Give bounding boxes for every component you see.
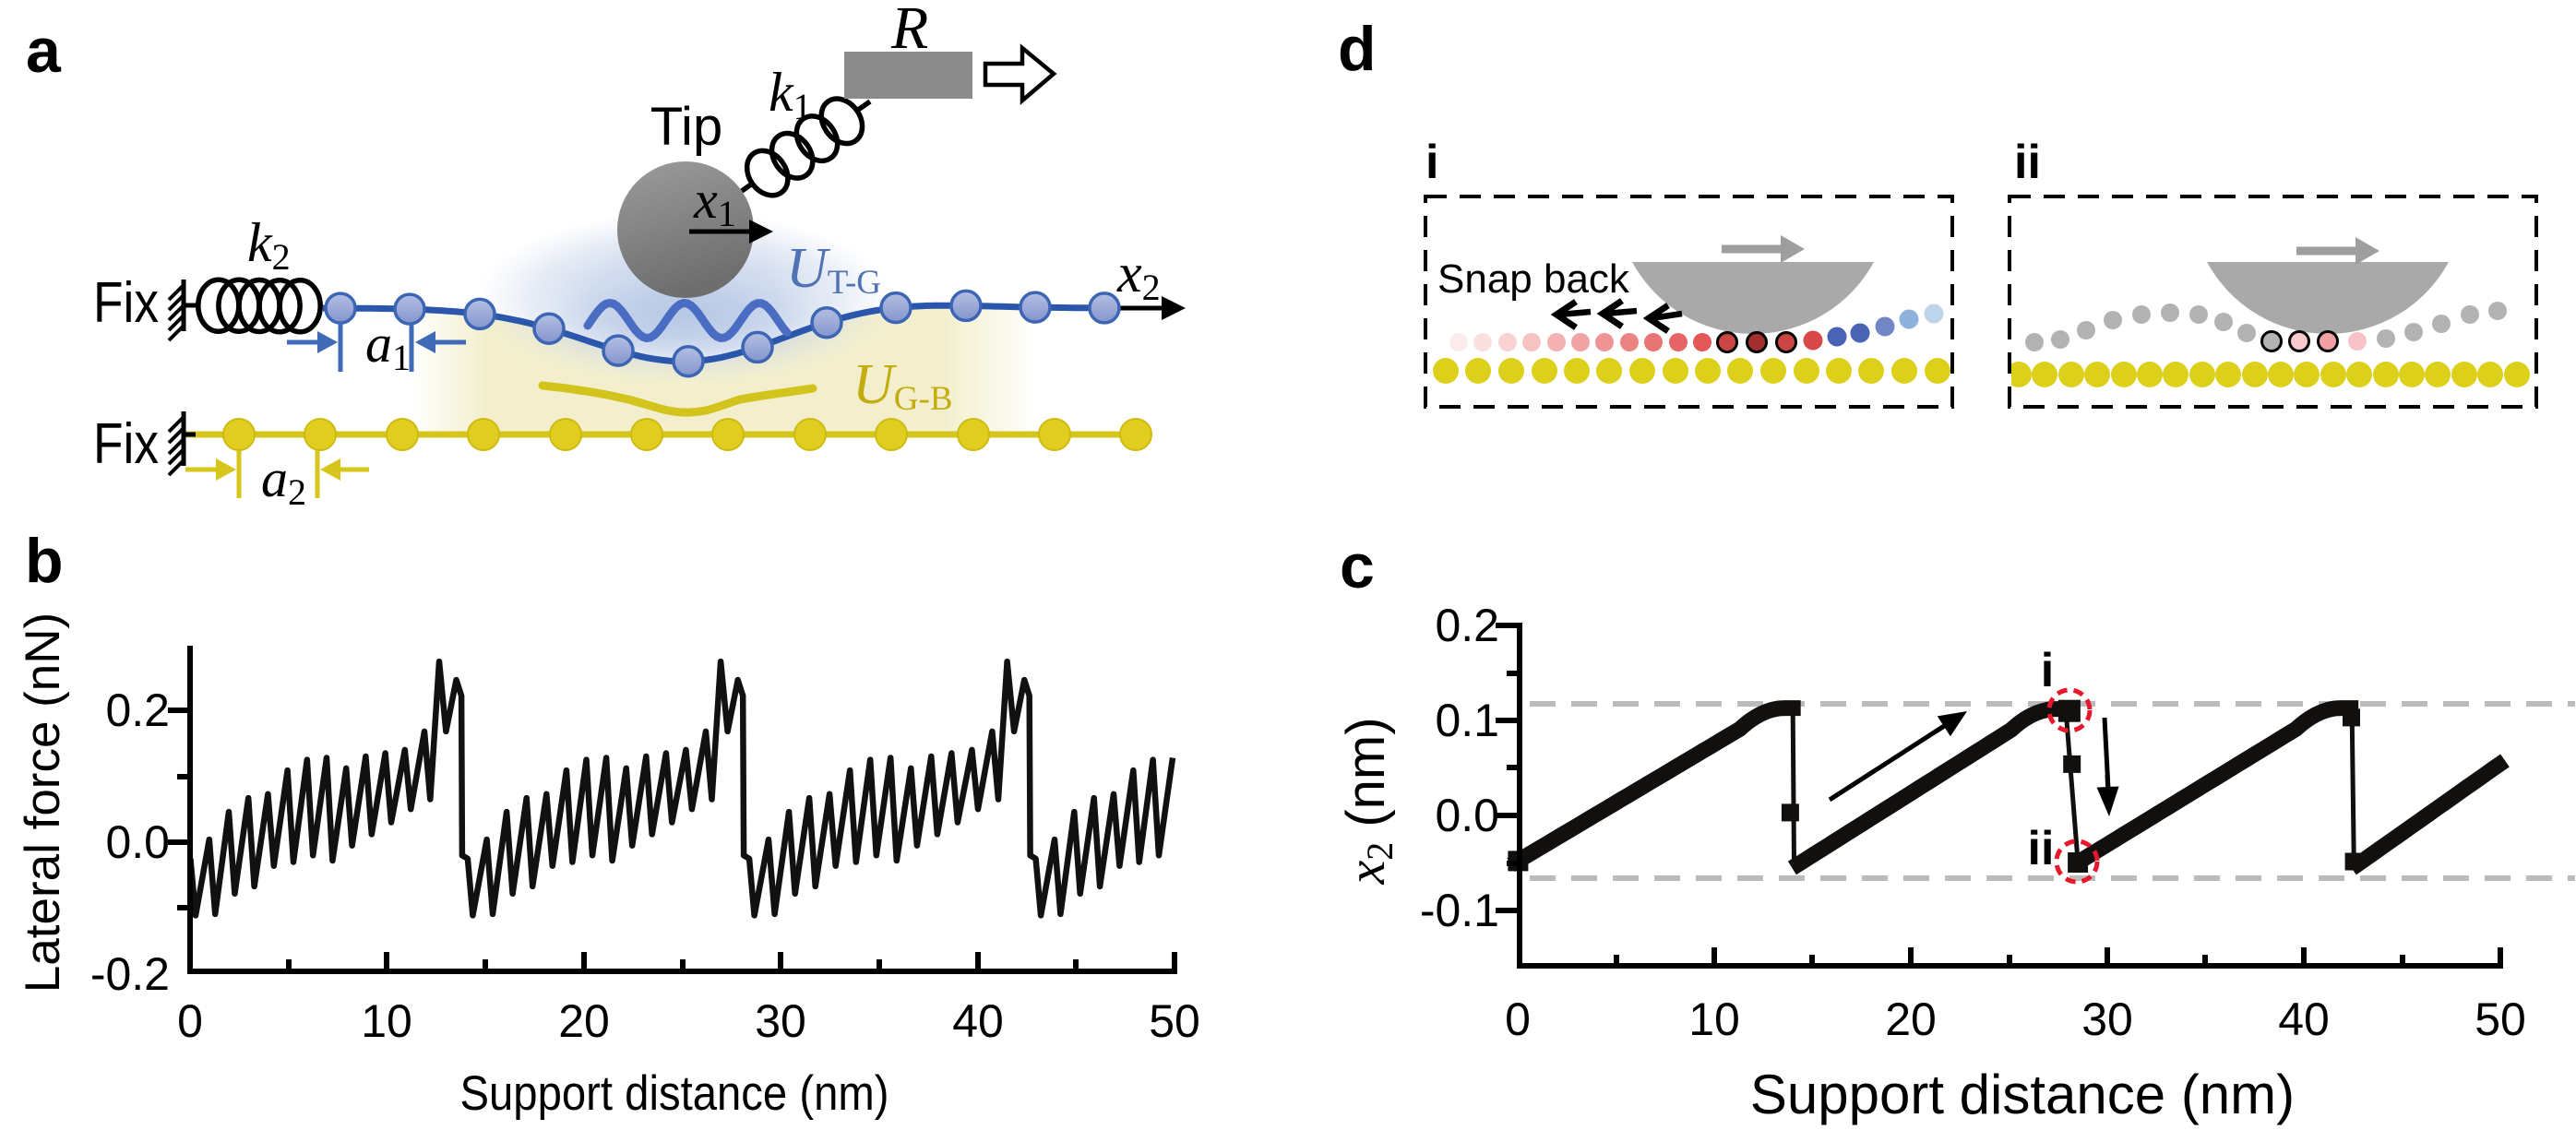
svg-text:10: 10 [361,995,412,1047]
svg-text:0.2: 0.2 [1435,600,1499,651]
svg-text:x2 (nm): x2 (nm) [1336,717,1401,885]
svg-text:Snap back: Snap back [1437,256,1630,302]
svg-text:Fix: Fix [93,412,159,476]
svg-text:ii: ii [2014,136,2041,189]
svg-text:Fix: Fix [93,271,159,335]
svg-text:i: i [2041,644,2054,697]
svg-text:30: 30 [755,995,806,1047]
svg-text:a: a [26,16,62,86]
svg-text:-0.1: -0.1 [1420,885,1499,936]
svg-text:0: 0 [177,995,203,1047]
svg-text:ii: ii [2028,822,2055,875]
svg-text:Support distance (nm): Support distance (nm) [460,1066,889,1121]
svg-text:Lateral force (nN): Lateral force (nN) [16,613,70,993]
svg-text:-0.2: -0.2 [90,948,170,1000]
svg-text:0: 0 [1505,993,1531,1045]
svg-text:20: 20 [1885,993,1937,1045]
svg-text:50: 50 [1149,995,1200,1047]
svg-text:a2: a2 [261,448,306,513]
svg-text:Tip: Tip [650,97,722,157]
svg-text:x2: x2 [1116,243,1161,308]
svg-text:c: c [1340,531,1375,601]
svg-text:0.0: 0.0 [105,816,170,868]
svg-text:0.0: 0.0 [1435,790,1499,841]
svg-text:k1: k1 [769,62,812,127]
svg-text:20: 20 [558,995,610,1047]
svg-text:40: 40 [2278,993,2330,1045]
svg-text:Support distance (nm): Support distance (nm) [1750,1064,2295,1125]
svg-text:k2: k2 [247,212,291,278]
svg-text:10: 10 [1688,993,1740,1045]
svg-text:50: 50 [2475,993,2526,1045]
svg-text:0.2: 0.2 [105,684,170,736]
svg-text:40: 40 [952,995,1004,1047]
svg-text:0.1: 0.1 [1435,695,1499,746]
svg-text:30: 30 [2081,993,2133,1045]
svg-text:i: i [1425,136,1438,189]
svg-text:d: d [1338,14,1377,84]
svg-text:b: b [25,526,64,596]
svg-text:x1: x1 [693,170,736,234]
svg-text:R: R [890,0,928,62]
